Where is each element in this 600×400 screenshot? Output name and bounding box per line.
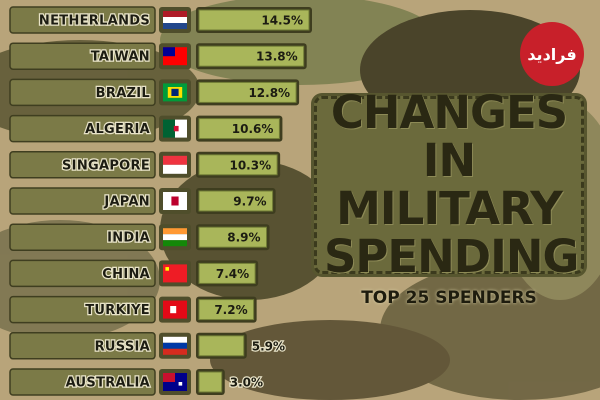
value-label: 9.7% [233, 195, 266, 209]
flag [163, 11, 187, 17]
flag [165, 267, 169, 271]
value-label: 10.3% [229, 158, 271, 172]
flag [175, 119, 187, 138]
category-label: CHINA [102, 267, 150, 282]
value-label: 5.9% [252, 339, 285, 353]
flag [163, 228, 187, 235]
value-label: 7.4% [216, 267, 249, 281]
category-label: ALGERIA [85, 122, 150, 137]
flag [173, 125, 179, 132]
value-label: 14.5% [261, 14, 303, 28]
logo: فرادید [520, 22, 584, 86]
name-tag [9, 259, 156, 288]
flag [163, 155, 187, 165]
value-label: 13.8% [256, 50, 298, 64]
category-label: TAIWAN [91, 50, 150, 65]
bar [198, 299, 255, 321]
chart-subtitle: TOP 25 SPENDERS [361, 288, 537, 308]
bar [198, 81, 297, 103]
flag [171, 196, 179, 206]
category-label: TURKIYE [85, 303, 150, 318]
name-tag [9, 78, 156, 107]
bar [198, 154, 278, 176]
bar [198, 45, 305, 67]
category-label: RUSSIA [95, 339, 150, 354]
flag [170, 306, 177, 314]
category-label: SINGAPORE [62, 158, 150, 173]
rows: NETHERLANDS 14.5% TAIWAN 13.8% BRAZIL 12.8% AL… [9, 6, 312, 396]
flag [163, 373, 175, 382]
value-label: 3.0% [230, 376, 263, 390]
bar [198, 118, 280, 140]
flag [163, 234, 187, 241]
flag [163, 342, 187, 349]
name-tag [9, 295, 156, 324]
value-label: 10.6% [232, 122, 274, 136]
bar [198, 371, 223, 393]
bar [198, 335, 245, 357]
category-label: INDIA [107, 231, 150, 246]
name-tag [9, 187, 156, 215]
name-tag [9, 151, 156, 179]
value-label: 12.8% [248, 86, 290, 100]
category-label: AUSTRALIA [66, 376, 150, 391]
value-label: 7.2% [214, 303, 247, 317]
bar [198, 190, 274, 212]
name-tag [9, 42, 156, 70]
bar [198, 9, 310, 31]
flag [163, 47, 175, 57]
value-label: 8.9% [227, 231, 260, 245]
name-tag [9, 6, 156, 34]
flag [163, 23, 187, 29]
chart-title: CHANGES IN MILITARY SPENDING [324, 86, 580, 283]
category-label: BRAZIL [96, 86, 150, 101]
category-label: JAPAN [103, 195, 150, 210]
title-patch: CHANGES IN MILITARY SPENDING [314, 89, 584, 281]
category-label: NETHERLANDS [39, 14, 150, 29]
flag [163, 348, 187, 355]
bar [198, 262, 256, 284]
name-tag [9, 368, 156, 396]
flag [178, 382, 183, 386]
flag [163, 164, 187, 174]
flag [163, 17, 187, 23]
bar [198, 226, 268, 248]
flag [163, 119, 175, 138]
name-tag [9, 332, 156, 360]
flag [163, 336, 187, 343]
name-tag [9, 114, 156, 143]
flag [163, 240, 187, 247]
flag [171, 88, 179, 96]
name-tag [9, 223, 156, 251]
